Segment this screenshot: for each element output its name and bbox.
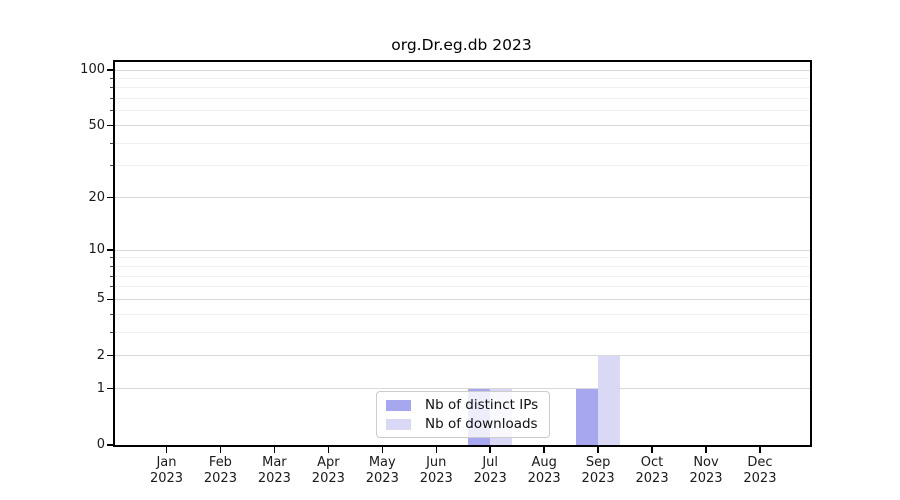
chart-title: org.Dr.eg.db 2023 — [391, 36, 532, 54]
y-minor-tick-mark — [109, 286, 113, 288]
x-tick-mark — [435, 447, 437, 453]
y-grid-major — [113, 298, 810, 300]
x-tick-mark — [705, 447, 707, 453]
y-grid-minor — [113, 286, 810, 288]
x-tick-mark — [597, 447, 599, 453]
legend-swatch — [386, 399, 411, 411]
y-grid-major — [113, 69, 810, 71]
y-tick-label: 20 — [88, 189, 105, 205]
x-tick-label: Mar 2023 — [257, 455, 291, 486]
legend: Nb of distinct IPs Nb of downloads — [376, 391, 550, 438]
x-tick-label: Aug 2023 — [527, 455, 561, 486]
y-grid-minor — [113, 275, 810, 277]
y-grid-minor — [113, 87, 810, 89]
legend-label: Nb of distinct IPs — [425, 397, 539, 413]
legend-label: Nb of downloads — [425, 416, 538, 432]
y-tick-label: 5 — [96, 291, 105, 307]
x-tick-mark — [651, 447, 653, 453]
y-grid-major — [113, 388, 810, 390]
x-tick-label: Jun 2023 — [419, 455, 453, 486]
y-grid-major — [113, 197, 810, 199]
y-tick-mark — [107, 124, 113, 127]
y-grid-minor — [113, 98, 810, 100]
y-tick-mark — [107, 387, 113, 390]
y-tick-label: 0 — [96, 437, 105, 452]
x-tick-label: Jul 2023 — [473, 455, 507, 486]
y-tick-label: 10 — [88, 242, 105, 258]
x-tick-mark — [219, 447, 222, 453]
y-grid-minor — [113, 331, 810, 333]
y-tick-mark — [107, 249, 113, 251]
y-tick-label: 2 — [96, 347, 105, 363]
x-tick-mark — [273, 447, 276, 453]
y-minor-tick-mark — [109, 142, 113, 144]
y-minor-tick-mark — [109, 77, 113, 79]
bar-downloads — [598, 355, 621, 445]
x-tick-mark — [759, 447, 761, 453]
y-grid-minor — [113, 257, 810, 259]
y-tick-mark — [107, 298, 113, 301]
y-minor-tick-mark — [109, 165, 113, 167]
x-tick-label: Apr 2023 — [311, 455, 345, 486]
x-tick-label: Oct 2023 — [635, 455, 669, 486]
y-minor-tick-mark — [109, 257, 113, 259]
x-tick-mark — [489, 447, 491, 453]
y-tick-mark — [107, 444, 113, 446]
y-minor-tick-mark — [109, 98, 113, 100]
legend-swatch — [386, 418, 411, 430]
y-grid-major — [113, 125, 810, 127]
x-tick-label: Jan 2023 — [149, 455, 184, 486]
y-grid-minor — [113, 265, 810, 267]
y-grid-minor — [113, 313, 810, 315]
legend-item: Nb of distinct IPs — [386, 397, 540, 413]
legend-item: Nb of downloads — [386, 416, 540, 432]
x-tick-mark — [543, 447, 545, 453]
y-minor-tick-mark — [109, 313, 113, 315]
x-tick-mark — [381, 447, 384, 453]
y-tick-mark — [107, 354, 113, 357]
y-tick-mark — [107, 69, 113, 71]
y-grid-major — [113, 355, 810, 357]
y-grid-minor — [113, 77, 810, 79]
y-tick-label: 50 — [88, 117, 105, 133]
y-minor-tick-mark — [109, 87, 113, 89]
y-tick-mark — [107, 196, 113, 199]
y-minor-tick-mark — [109, 331, 113, 333]
x-tick-label: Feb 2023 — [203, 455, 237, 486]
y-minor-tick-mark — [109, 265, 113, 267]
x-tick-label: Nov 2023 — [689, 455, 723, 486]
y-minor-tick-mark — [109, 110, 113, 112]
x-tick-mark — [327, 447, 330, 453]
x-tick-label: Dec 2023 — [743, 455, 777, 486]
y-grid-minor — [113, 142, 810, 144]
y-tick-label: 1 — [96, 380, 105, 396]
x-tick-label: May 2023 — [365, 455, 399, 486]
y-grid-minor — [113, 110, 810, 112]
y-minor-tick-mark — [109, 275, 113, 277]
x-tick-mark — [165, 447, 168, 453]
y-tick-label: 100 — [80, 62, 105, 77]
bar-distinct-ips — [576, 388, 599, 445]
x-tick-label: Sep 2023 — [581, 455, 615, 486]
y-grid-major — [113, 249, 810, 251]
y-grid-minor — [113, 165, 810, 167]
